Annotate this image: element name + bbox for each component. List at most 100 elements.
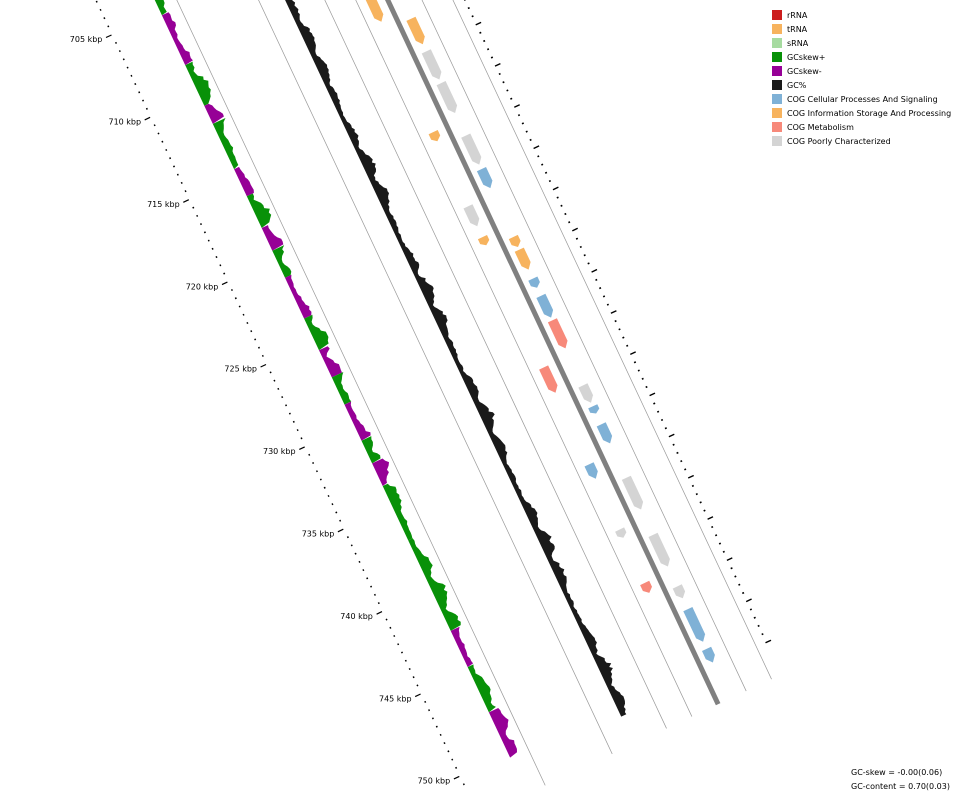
outer-ruler-minor-tick: [730, 567, 733, 570]
ruler-major-tick: [105, 34, 112, 39]
legend-swatch-gc-percent: [772, 80, 782, 90]
outer-ruler-minor-tick: [595, 278, 598, 282]
cog-feature-12: [463, 204, 480, 227]
gc-skew-segment-9: [261, 225, 284, 251]
cog-feature-10: [461, 133, 482, 165]
legend-label-gcskew-plus: GCskew+: [787, 52, 826, 62]
outer-ruler-minor-tick: [614, 319, 617, 323]
gc-skew-segment-17: [372, 458, 389, 486]
ruler-minor-tick: [373, 593, 376, 596]
cog-feature-19: [539, 365, 558, 393]
ruler-minor-tick: [362, 569, 365, 572]
outer-ruler-major-tick: [533, 145, 540, 150]
ruler-minor-tick: [296, 429, 299, 432]
outer-ruler-minor-tick: [691, 484, 695, 488]
cog-feature-21: [588, 404, 600, 414]
outer-ruler-minor-tick: [575, 237, 579, 240]
ruler-minor-tick: [447, 750, 450, 753]
outer-ruler-minor-tick: [521, 122, 525, 125]
cog-feature-29: [683, 607, 706, 642]
track-guide-line-4: [355, 0, 693, 717]
ruler-major-tick: [221, 281, 228, 286]
ruler-minor-tick: [312, 461, 315, 465]
legend-swatch-cog-cellular: [772, 94, 782, 104]
outer-ruler-minor-tick: [680, 460, 683, 463]
cog-feature-11: [476, 167, 493, 189]
ruler-minor-tick: [134, 82, 137, 86]
cog-feature-17: [536, 293, 554, 318]
ruler-minor-tick: [103, 17, 106, 20]
tick-label-3: 715 kbp: [147, 200, 180, 209]
ruler-minor-tick: [408, 667, 411, 671]
ruler-minor-tick: [95, 0, 98, 3]
gc-skew-segment-16: [361, 436, 381, 464]
genome-stats: GC-skew = -0.00(0.06) GC-content = 0.70(…: [851, 766, 950, 794]
kbp-ruler: [95, 0, 772, 786]
gc-skew-segment-10: [272, 245, 292, 278]
outer-ruler-minor-tick: [471, 15, 474, 18]
outer-ruler-minor-tick: [479, 31, 482, 34]
outer-ruler-minor-tick: [498, 72, 501, 76]
ruler-minor-tick: [196, 214, 199, 217]
outer-ruler-minor-tick: [606, 303, 610, 306]
ruler-minor-tick: [443, 742, 446, 745]
ruler-minor-tick: [153, 124, 156, 127]
ruler-minor-tick: [130, 74, 133, 77]
ruler-minor-tick: [145, 107, 148, 110]
ruler-minor-tick: [281, 396, 284, 399]
legend-swatch-srna: [772, 38, 782, 48]
track-guide-line-3: [324, 0, 667, 729]
cog-feature-20: [578, 383, 593, 403]
tick-label-6: 730 kbp: [263, 447, 296, 456]
ruler-minor-tick: [234, 297, 237, 300]
tick-label-7: 735 kbp: [302, 530, 335, 539]
ruler-minor-tick: [292, 420, 295, 423]
ruler-minor-tick: [165, 148, 168, 152]
ruler-minor-tick: [246, 321, 249, 325]
outer-ruler-major-tick: [475, 21, 482, 26]
outer-ruler-minor-tick: [517, 114, 521, 117]
outer-ruler-minor-tick: [711, 525, 714, 529]
backbone-track: [385, 0, 721, 706]
ruler-minor-tick: [370, 585, 373, 588]
legend-label-cog-cellular: COG Cellular Processes And Signaling: [787, 94, 938, 104]
outer-ruler-major-tick: [610, 310, 617, 314]
track-guide-line-5: [421, 0, 747, 692]
outer-ruler-major-tick: [726, 557, 733, 562]
gc-skew-segment-5: [204, 103, 224, 124]
ruler-minor-tick: [404, 659, 407, 662]
outer-ruler-minor-tick: [676, 451, 679, 455]
outer-ruler-minor-tick: [587, 262, 590, 265]
ruler-minor-tick: [435, 725, 438, 728]
ruler-minor-tick: [346, 536, 349, 539]
gc-skew-segment-6: [212, 118, 239, 170]
track-guide-line-6: [452, 0, 772, 680]
outer-ruler-major-tick: [591, 268, 598, 273]
legend-item-rrna: rRNA: [772, 8, 951, 22]
outer-ruler-minor-tick: [598, 287, 602, 290]
outer-ruler-major-tick: [513, 104, 521, 108]
outer-ruler-minor-tick: [734, 575, 737, 578]
outer-ruler-minor-tick: [653, 402, 656, 405]
track-guide-line-2: [258, 0, 613, 755]
ruler-minor-tick: [172, 165, 176, 168]
outer-ruler-minor-tick: [529, 138, 532, 142]
legend-label-cog-poorly: COG Poorly Characterized: [787, 136, 891, 146]
ruler-minor-tick: [169, 157, 172, 160]
ruler-minor-tick: [254, 338, 257, 341]
outer-ruler-minor-tick: [556, 196, 559, 199]
cog-feature-5: [365, 0, 384, 22]
ruler-minor-tick: [238, 305, 241, 308]
ruler-major-tick: [337, 528, 344, 533]
outer-ruler-minor-tick: [568, 221, 571, 224]
track-guide-line-1: [176, 0, 546, 786]
outer-ruler-minor-tick: [618, 328, 621, 331]
outer-ruler-minor-tick: [583, 254, 586, 257]
ruler-minor-tick: [219, 264, 222, 267]
ruler-minor-tick: [393, 634, 396, 638]
outer-ruler-major-tick: [571, 227, 579, 232]
ruler-minor-tick: [203, 231, 206, 234]
legend-item-srna: sRNA: [772, 36, 951, 50]
ruler-minor-tick: [242, 313, 245, 316]
outer-ruler-minor-tick: [560, 204, 563, 207]
